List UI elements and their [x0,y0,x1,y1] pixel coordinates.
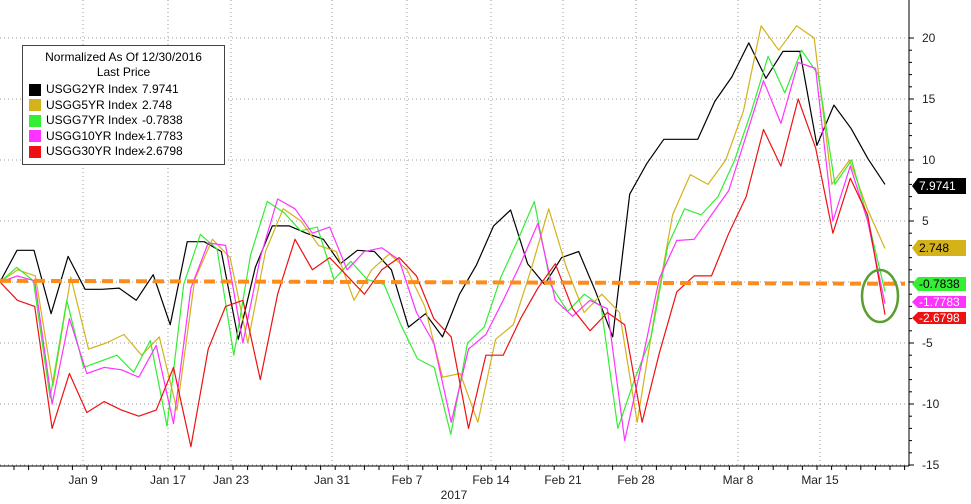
legend-swatch [29,145,41,158]
legend-item-usgg5yr: USGG5YR Index 2.748 [29,98,218,114]
series-line [0,25,886,423]
x-tick-label: Mar 8 [723,473,754,487]
value-label-box [912,296,966,308]
chart-subtitle: Last Price [96,65,151,79]
value-labels: 7.9741 2.748 -0.7838 -1.7783 -2.6798 [912,178,966,325]
reference-line [0,278,906,286]
x-tick-label: Feb 7 [392,473,423,487]
series-line [0,98,886,448]
legend-swatch [29,114,41,127]
x-tick-label: Jan 23 [213,473,249,487]
chart-title: Normalized As Of 12/30/2016 [45,50,202,64]
legend-series-value: 2.748 [142,97,173,112]
y-tick-label: -5 [922,336,933,350]
x-tick-label: Jan 17 [150,473,186,487]
value-label-box [912,178,966,194]
legend-series-value: 7.9741 [142,82,179,96]
legend-series-name: USGG30YR Index [46,144,145,158]
value-label: -1.7783 [912,295,966,309]
legend-series-name: USGG7YR Index [46,113,138,127]
highlight-ellipse [860,268,900,324]
legend-item-usgg30yr: USGG30YR Index -2.6798 [29,144,218,160]
value-label-box [912,277,966,291]
legend-series-value: -0.7838 [142,113,183,127]
value-label-box [912,312,966,324]
y-tick-label: 10 [922,153,936,167]
value-label-text: 7.9741 [919,179,956,193]
value-label: -2.6798 [912,311,966,325]
legend-series-name: USGG2YR Index [46,82,138,96]
y-tick-label: 15 [922,92,936,106]
y-tick-label: 5 [922,214,929,228]
value-label-text: -2.6798 [919,311,960,325]
x-tick-label: Feb 21 [544,473,582,487]
x-tick-label: Feb 28 [617,473,655,487]
value-label-text: -0.7838 [919,277,960,291]
legend-swatch [29,83,41,96]
value-label-box [912,240,966,256]
x-tick-label: Mar 15 [801,473,839,487]
legend-swatch [29,99,41,112]
series-line [0,49,886,436]
legend-swatch [29,130,41,143]
x-tick-label: Feb 14 [472,473,510,487]
y-tick-label: -10 [922,397,940,411]
value-label-text: -1.7783 [919,295,960,309]
value-label: 2.748 [912,240,966,256]
value-label: 7.9741 [912,178,966,194]
value-label-text: 2.748 [919,241,949,255]
y-tick-label: 20 [922,31,936,45]
legend-series-value: -1.7783 [142,128,183,143]
legend-item-usgg10yr: USGG10YR Index -1.7783 [29,129,218,145]
legend-series-value: -2.6798 [142,144,183,158]
series-line [0,61,886,442]
legend-series-name: USGG10YR Index [46,128,145,143]
y-tick-label: -15 [922,458,940,472]
x-tick-label: Jan 9 [68,473,98,487]
chart-legend: Normalized As Of 12/30/2016 Last Price U… [22,45,225,165]
x-year-label: 2017 [441,488,468,502]
x-tick-label: Jan 31 [314,473,350,487]
legend-item-usgg2yr: USGG2YR Index 7.9741 [29,82,218,98]
value-label: -0.7838 [912,277,966,291]
legend-series-name: USGG5YR Index [46,97,138,112]
series-line [0,42,886,340]
series-lines [0,25,906,448]
legend-item-usgg7yr: USGG7YR Index -0.7838 [29,113,218,129]
